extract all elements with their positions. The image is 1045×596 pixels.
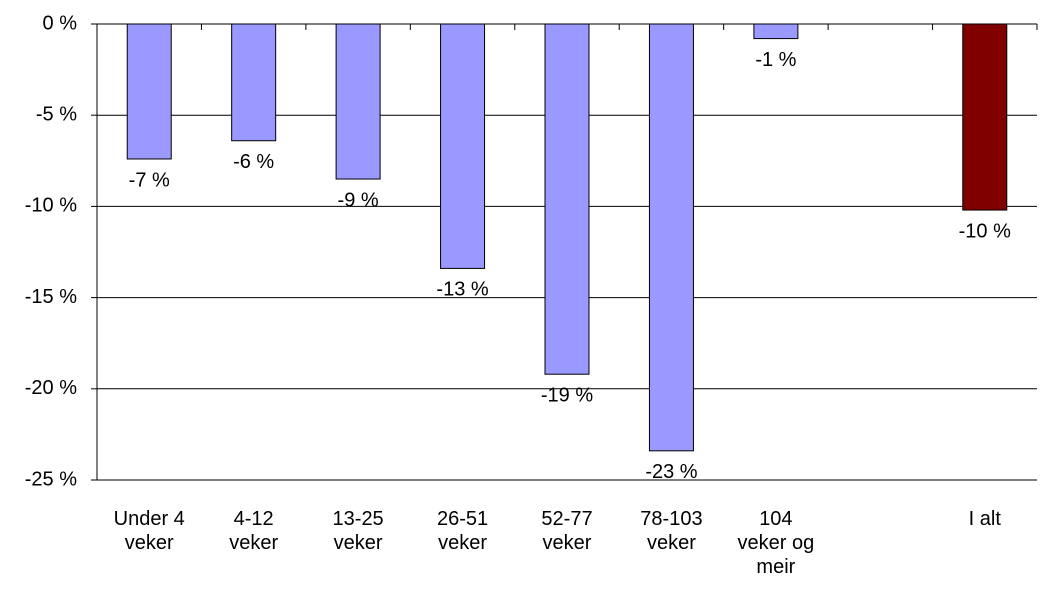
- x-tick-label: I alt: [968, 508, 1001, 530]
- y-tick-label: -25 %: [25, 468, 77, 490]
- x-tick-label: 52-77 veker: [541, 508, 593, 554]
- data-label: -23 %: [645, 461, 697, 483]
- data-label: -9 %: [338, 189, 379, 211]
- bar: [231, 23, 277, 142]
- data-label: -13 %: [436, 279, 488, 301]
- y-tick-label: -5 %: [36, 103, 77, 125]
- bar: [962, 23, 1008, 211]
- x-tick-label: 4-12 veker: [229, 508, 279, 554]
- data-label: -19 %: [541, 384, 593, 406]
- y-tick-label: 0 %: [43, 12, 78, 34]
- bar: [440, 23, 486, 269]
- x-tick-label: 104 veker og meir: [737, 508, 815, 578]
- y-tick-label: -20 %: [25, 377, 77, 399]
- x-tick-label: 13-25 veker: [332, 508, 384, 554]
- bar: [753, 23, 799, 40]
- bar: [544, 23, 590, 375]
- data-label: -10 %: [959, 220, 1011, 242]
- bar: [648, 23, 694, 452]
- y-tick-label: -10 %: [25, 195, 77, 217]
- bar: [126, 23, 172, 160]
- x-tick-label: 78-103 veker: [640, 508, 703, 554]
- y-tick-label: -15 %: [25, 286, 77, 308]
- x-tick-label: Under 4 veker: [113, 508, 185, 554]
- data-label: -1 %: [755, 49, 796, 71]
- data-label: -7 %: [129, 169, 170, 191]
- x-tick-label: 26-51 veker: [436, 508, 489, 554]
- data-label: -6 %: [233, 151, 274, 173]
- bar: [335, 23, 381, 180]
